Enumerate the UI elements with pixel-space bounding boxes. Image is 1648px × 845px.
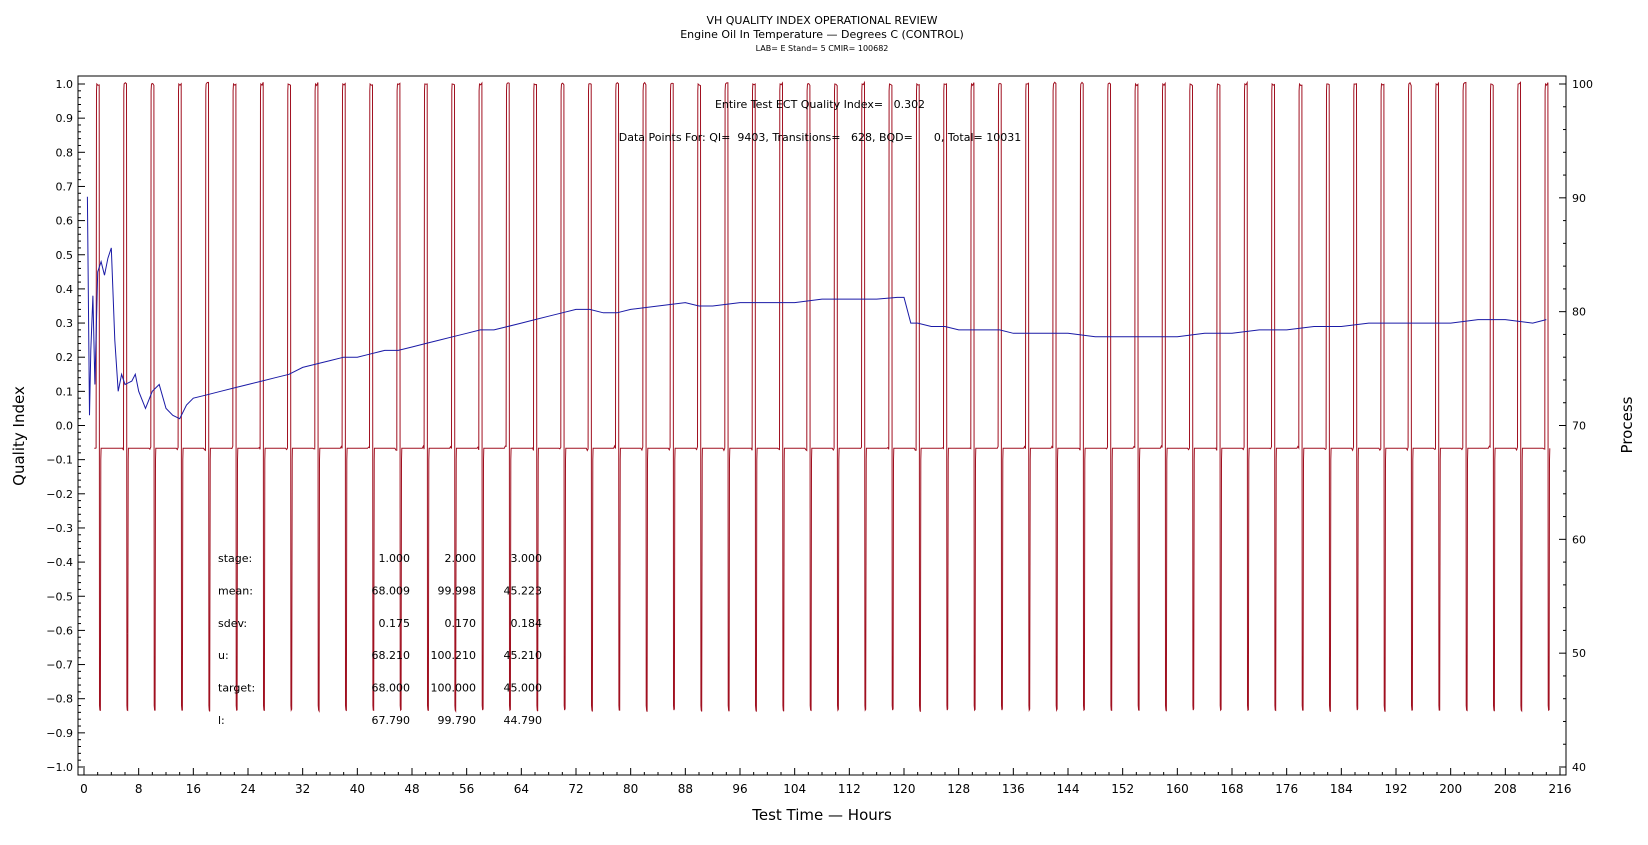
process-line xyxy=(94,80,1551,713)
y2-tick-label: 80 xyxy=(1572,306,1586,319)
x-tick-label: 152 xyxy=(1111,782,1134,796)
x-tick-label: 136 xyxy=(1002,782,1025,796)
x-tick-label: 144 xyxy=(1057,782,1080,796)
stats-cell: 45.223 xyxy=(504,584,543,597)
y-tick-label: −0.1 xyxy=(46,454,73,467)
stats-row-label: sdev: xyxy=(218,617,247,630)
x-tick-label: 8 xyxy=(135,782,143,796)
y-axis-label: Quality Index xyxy=(10,386,28,486)
y-tick-label: −0.5 xyxy=(46,590,73,603)
y-tick-label: 0.1 xyxy=(56,385,74,398)
y-tick-label: 0.0 xyxy=(56,420,74,433)
stats-cell: 45.000 xyxy=(504,682,543,695)
y2-tick-label: 40 xyxy=(1572,761,1586,774)
y-tick-label: −0.6 xyxy=(46,624,73,637)
stats-cell: 68.210 xyxy=(372,649,411,662)
x-axis-label: Test Time — Hours xyxy=(751,806,892,824)
x-tick-label: 128 xyxy=(947,782,970,796)
x-tick-label: 120 xyxy=(893,782,916,796)
stats-cell: 67.790 xyxy=(372,714,411,727)
x-tick-label: 160 xyxy=(1166,782,1189,796)
y2-tick-label: 60 xyxy=(1572,533,1586,546)
stats-cell: 1.000 xyxy=(379,552,411,565)
x-tick-label: 192 xyxy=(1385,782,1408,796)
stats-row-label: l: xyxy=(218,714,225,727)
stats-cell: 99.790 xyxy=(438,714,477,727)
y-tick-label: 0.9 xyxy=(56,112,74,125)
chart-title: VH QUALITY INDEX OPERATIONAL REVIEW xyxy=(706,14,937,27)
y-tick-label: 0.3 xyxy=(56,317,74,330)
x-tick-label: 72 xyxy=(568,782,583,796)
y-tick-label: 0.4 xyxy=(56,283,74,296)
y2-tick-label: 100 xyxy=(1572,78,1593,91)
y-tick-label: 0.5 xyxy=(56,249,74,262)
stats-cell: 100.210 xyxy=(431,649,477,662)
x-tick-label: 40 xyxy=(350,782,365,796)
x-tick-label: 88 xyxy=(678,782,693,796)
stats-cell: 3.000 xyxy=(511,552,543,565)
chart-subtitle-2: LAB= E Stand= 5 CMIR= 100682 xyxy=(756,44,889,53)
x-axis: 0 8 16 24 32 40 48 56 64 72 80 88 96 104 112 120 128 136 1… xyxy=(80,768,1571,796)
stats-cell: 99.998 xyxy=(438,584,477,597)
y-tick-label: 0.2 xyxy=(56,351,74,364)
x-tick-label: 16 xyxy=(186,782,201,796)
stats-row-label: target: xyxy=(218,682,255,695)
plot-area xyxy=(77,75,1567,776)
qi-summary-annotation: Entire Test ECT Quality Index= 0.302 xyxy=(715,98,925,111)
stats-row-label: mean: xyxy=(218,584,253,597)
x-tick-label: 184 xyxy=(1330,782,1353,796)
x-tick-label: 80 xyxy=(623,782,638,796)
x-tick-label: 104 xyxy=(783,782,806,796)
x-tick-label: 200 xyxy=(1439,782,1462,796)
y-axis-right: 100 90 80 70 60 50 40 xyxy=(1559,78,1593,774)
x-tick-label: 32 xyxy=(295,782,310,796)
y2-tick-label: 90 xyxy=(1572,192,1586,205)
x-tick-label: 208 xyxy=(1494,782,1517,796)
y-tick-label: 0.7 xyxy=(56,180,74,193)
x-tick-label: 112 xyxy=(838,782,861,796)
stats-cell: 0.175 xyxy=(379,617,411,630)
y-tick-label: 1.0 xyxy=(56,78,74,91)
stats-cell: 44.790 xyxy=(504,714,543,727)
quality-index-line xyxy=(86,196,1547,420)
x-tick-label: 48 xyxy=(404,782,419,796)
x-tick-label: 176 xyxy=(1275,782,1298,796)
stats-table: stage: 1.000 2.000 3.000 mean: 68.009 99.998 45… xyxy=(218,552,542,727)
y-tick-label: 0.6 xyxy=(56,215,74,228)
x-tick-label: 96 xyxy=(732,782,747,796)
points-summary-annotation: Data Points For: QI= 9403, Transitions= … xyxy=(619,131,1021,144)
y-tick-label: −0.7 xyxy=(46,659,73,672)
stats-cell: 68.009 xyxy=(372,584,411,597)
stats-cell: 45.210 xyxy=(504,649,543,662)
chart-subtitle: Engine Oil In Temperature — Degrees C (C… xyxy=(680,28,964,41)
stats-row-label: stage: xyxy=(218,552,252,565)
stats-cell: 2.000 xyxy=(445,552,477,565)
y-tick-label: −0.3 xyxy=(46,522,73,535)
y-tick-label: −0.4 xyxy=(46,556,73,569)
stats-cell: 0.170 xyxy=(445,617,477,630)
x-tick-label: 24 xyxy=(240,782,255,796)
y-tick-label: −0.2 xyxy=(46,488,73,501)
x-tick-label: 168 xyxy=(1221,782,1244,796)
y-tick-label: −1.0 xyxy=(46,761,73,774)
y2-tick-label: 70 xyxy=(1572,420,1586,433)
x-tick-label: 216 xyxy=(1549,782,1572,796)
y-tick-label: 0.8 xyxy=(56,146,74,159)
stats-cell: 0.184 xyxy=(511,617,543,630)
stats-cell: 68.000 xyxy=(372,682,411,695)
y-tick-label: −0.8 xyxy=(46,693,73,706)
x-tick-label: 56 xyxy=(459,782,474,796)
y2-axis-label: Process xyxy=(1618,396,1636,453)
x-tick-label: 0 xyxy=(80,782,88,796)
y-axis-left: 1.0 0.9 0.8 0.7 0.6 0.5 0.4 0.3 0.2 0.1 0.0 −0.1 −0.… xyxy=(46,78,85,774)
process-series xyxy=(94,80,1551,713)
y-tick-label: −0.9 xyxy=(46,727,73,740)
stats-row-label: u: xyxy=(218,649,229,662)
x-tick-label: 64 xyxy=(514,782,529,796)
y2-tick-label: 50 xyxy=(1572,647,1586,660)
stats-cell: 100.000 xyxy=(431,682,477,695)
quality-index-series xyxy=(86,196,1547,420)
